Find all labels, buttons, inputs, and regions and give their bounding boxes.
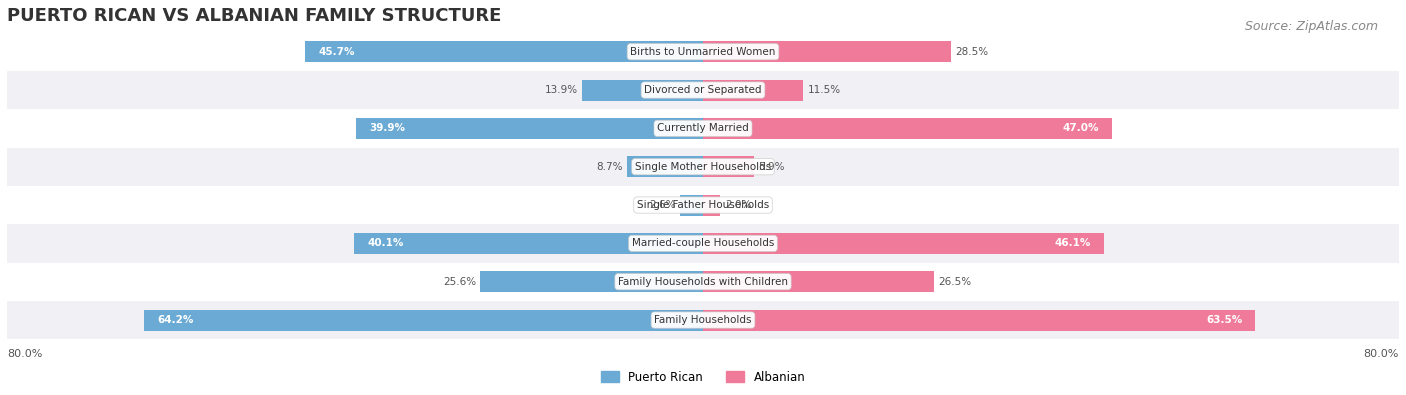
Legend: Puerto Rican, Albanian: Puerto Rican, Albanian <box>596 366 810 389</box>
Bar <box>703 310 1256 331</box>
Text: Family Households with Children: Family Households with Children <box>619 277 787 287</box>
Text: 45.7%: 45.7% <box>318 47 354 57</box>
Bar <box>703 156 755 177</box>
Bar <box>356 118 703 139</box>
Text: 5.9%: 5.9% <box>759 162 785 172</box>
Text: 39.9%: 39.9% <box>368 123 405 134</box>
Bar <box>627 156 703 177</box>
Text: Births to Unmarried Women: Births to Unmarried Women <box>630 47 776 57</box>
Bar <box>481 271 703 292</box>
Text: 64.2%: 64.2% <box>157 315 194 325</box>
Bar <box>7 148 1399 186</box>
Bar <box>7 71 1399 109</box>
Bar <box>7 186 1399 224</box>
Text: Single Father Households: Single Father Households <box>637 200 769 210</box>
Text: 40.1%: 40.1% <box>367 238 404 248</box>
Text: 2.0%: 2.0% <box>724 200 751 210</box>
Text: 28.5%: 28.5% <box>955 47 988 57</box>
Bar <box>354 233 703 254</box>
Text: 80.0%: 80.0% <box>1364 349 1399 359</box>
Bar <box>703 271 934 292</box>
Bar <box>703 79 803 101</box>
Text: 26.5%: 26.5% <box>938 277 972 287</box>
Text: 8.7%: 8.7% <box>596 162 623 172</box>
Text: Single Mother Households: Single Mother Households <box>636 162 770 172</box>
Bar <box>582 79 703 101</box>
Text: Source: ZipAtlas.com: Source: ZipAtlas.com <box>1244 20 1378 33</box>
Text: PUERTO RICAN VS ALBANIAN FAMILY STRUCTURE: PUERTO RICAN VS ALBANIAN FAMILY STRUCTUR… <box>7 7 502 25</box>
Text: Married-couple Households: Married-couple Households <box>631 238 775 248</box>
Bar <box>145 310 703 331</box>
Bar <box>7 109 1399 148</box>
Bar <box>305 41 703 62</box>
Text: Divorced or Separated: Divorced or Separated <box>644 85 762 95</box>
Bar <box>7 301 1399 339</box>
Bar <box>7 263 1399 301</box>
Text: 63.5%: 63.5% <box>1206 315 1243 325</box>
Text: 80.0%: 80.0% <box>7 349 42 359</box>
Text: 13.9%: 13.9% <box>544 85 578 95</box>
Bar <box>703 118 1112 139</box>
Text: Family Households: Family Households <box>654 315 752 325</box>
Text: 11.5%: 11.5% <box>807 85 841 95</box>
Bar <box>681 194 703 216</box>
Bar <box>7 224 1399 263</box>
Text: Currently Married: Currently Married <box>657 123 749 134</box>
Bar <box>703 194 720 216</box>
Bar <box>7 32 1399 71</box>
Bar <box>703 41 950 62</box>
Text: 47.0%: 47.0% <box>1063 123 1099 134</box>
Bar <box>703 233 1104 254</box>
Text: 46.1%: 46.1% <box>1054 238 1091 248</box>
Text: 2.6%: 2.6% <box>650 200 676 210</box>
Text: 25.6%: 25.6% <box>443 277 475 287</box>
